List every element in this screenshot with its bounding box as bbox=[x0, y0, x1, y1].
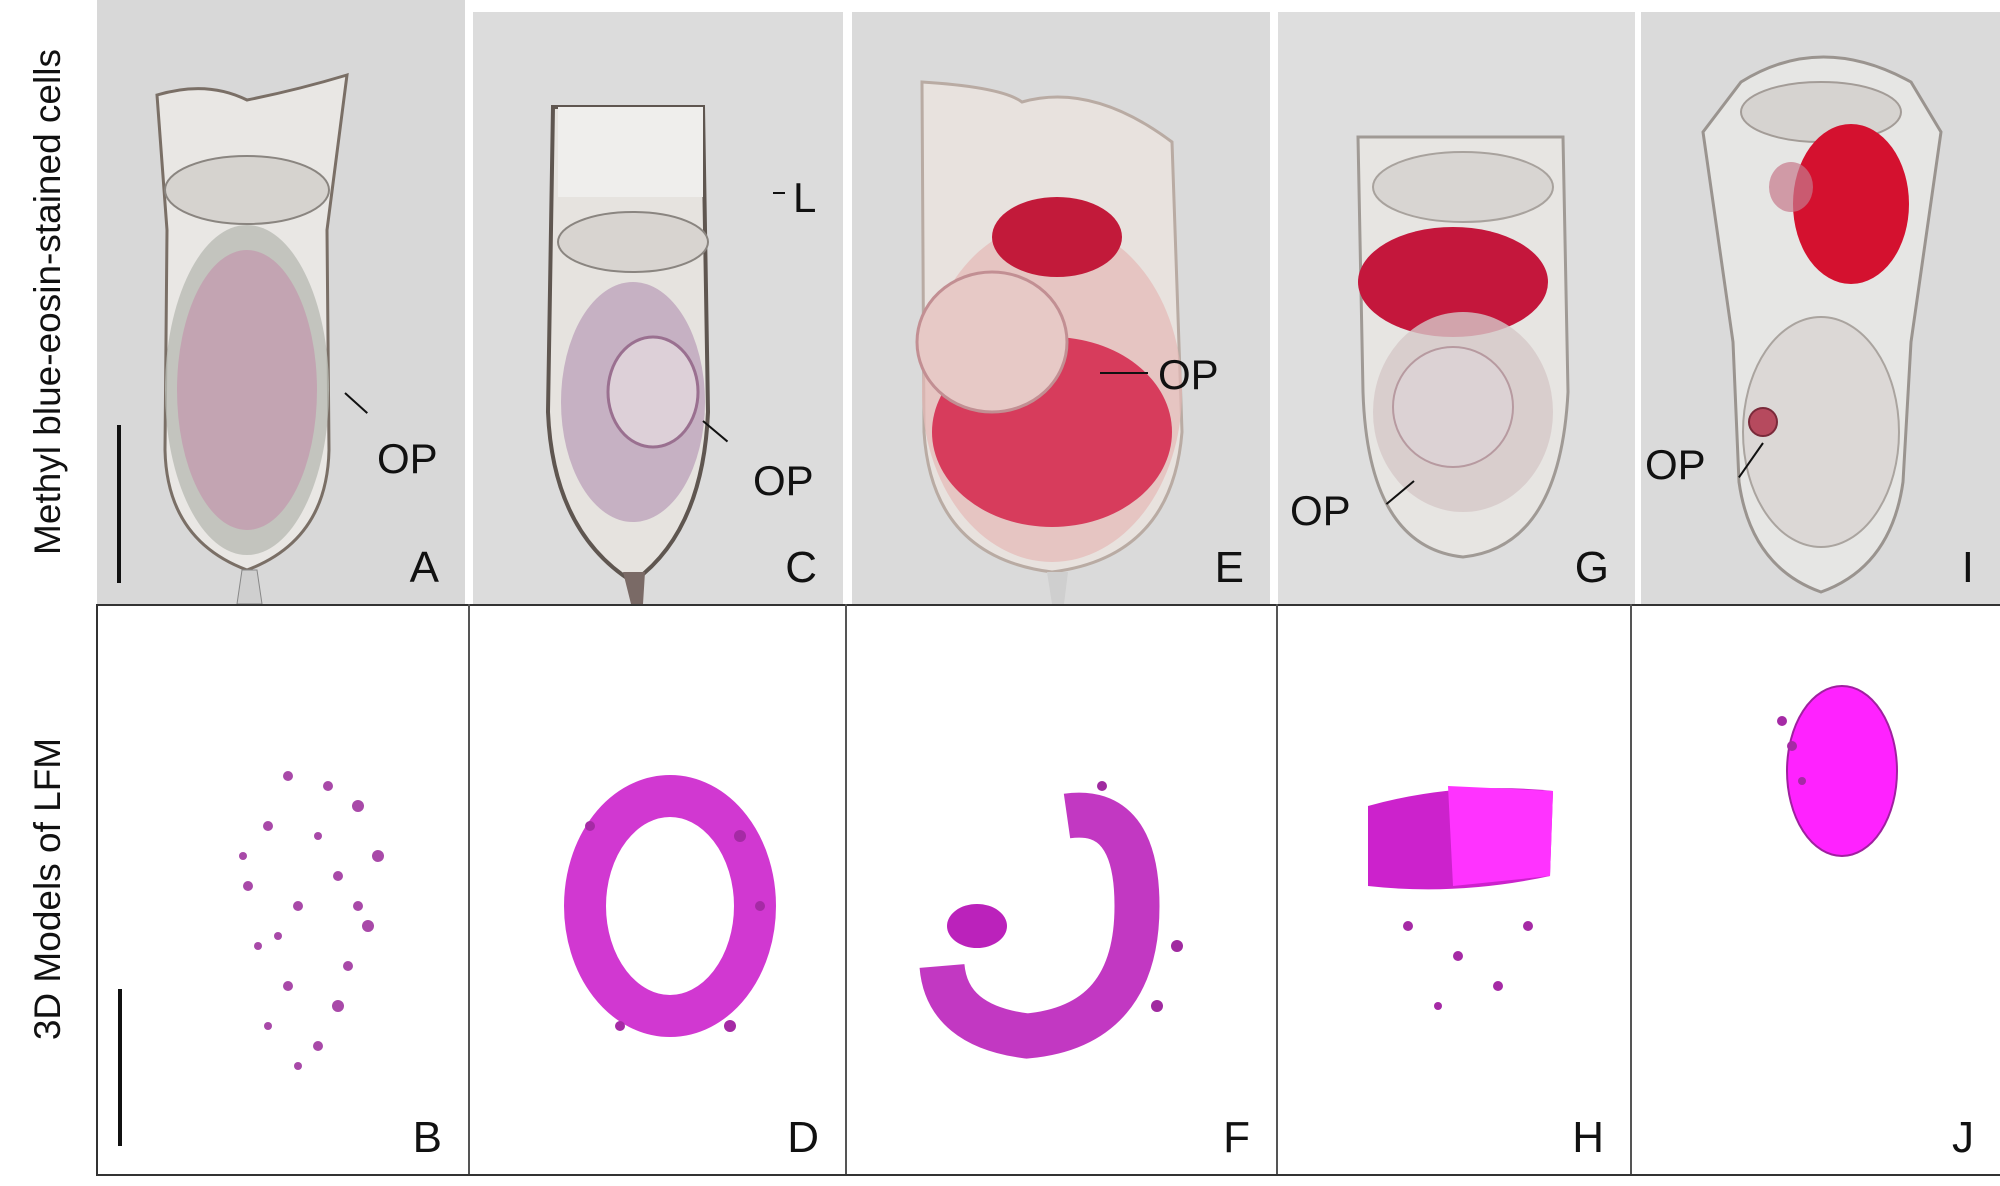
panel-g-photo: OP G bbox=[1278, 12, 1635, 604]
model-d-ring bbox=[564, 775, 776, 1037]
scale-bar-bottom bbox=[118, 989, 122, 1146]
panel-d-model: D bbox=[470, 606, 845, 1174]
model-b-dots bbox=[239, 771, 384, 1070]
panel-b-model: B bbox=[98, 606, 468, 1174]
cell-e-image bbox=[915, 80, 1184, 604]
op-label-g: OP bbox=[1290, 487, 1351, 534]
lorica-pointer bbox=[773, 192, 785, 194]
panel-letter-b: B bbox=[412, 1113, 442, 1162]
op-label-e: OP bbox=[1158, 351, 1219, 398]
panel-letter-d: D bbox=[787, 1113, 819, 1162]
divider-bd bbox=[468, 604, 470, 1174]
model-f-spiral bbox=[919, 781, 1183, 1059]
panel-a-photo: OP A bbox=[97, 0, 465, 604]
op-label-i: OP bbox=[1645, 441, 1706, 488]
panel-j-model: J bbox=[1632, 606, 2000, 1174]
lorica-label: L bbox=[793, 174, 817, 221]
op-label-a: OP bbox=[377, 435, 438, 482]
panel-letter-c: C bbox=[785, 543, 817, 592]
divider-left bbox=[96, 604, 98, 1174]
cell-i-image bbox=[1701, 55, 1943, 594]
panel-e-photo: OP E bbox=[852, 12, 1270, 604]
panel-letter-j: J bbox=[1952, 1113, 1974, 1162]
model-h-mass bbox=[1368, 786, 1553, 1010]
row-label-3d: 3D Models of LFM bbox=[0, 604, 96, 1174]
scale-bar-top bbox=[117, 425, 121, 583]
cell-a-image bbox=[155, 72, 349, 604]
panel-letter-i: I bbox=[1961, 543, 1974, 592]
divider-df bbox=[845, 604, 847, 1174]
cell-c-image bbox=[545, 105, 711, 604]
bottom-border bbox=[96, 1174, 2000, 1176]
op-pointer-e bbox=[1100, 372, 1148, 374]
row-label-3d-text: 3D Models of LFM bbox=[27, 737, 68, 1041]
model-j-mass bbox=[1777, 685, 1898, 857]
divider-hj bbox=[1630, 604, 1632, 1174]
panel-i-photo: OP I bbox=[1641, 12, 2000, 604]
cell-g-image bbox=[1356, 135, 1570, 559]
panel-h-model: H bbox=[1278, 606, 1630, 1174]
divider-fh bbox=[1276, 604, 1278, 1174]
panel-c-photo: L OP C bbox=[473, 12, 843, 604]
panel-letter-a: A bbox=[409, 543, 439, 592]
panel-letter-f: F bbox=[1223, 1113, 1250, 1162]
row-label-stained-text: Methyl blue-eosin-stained cells bbox=[27, 49, 69, 555]
op-label-c: OP bbox=[753, 457, 814, 504]
panel-letter-h: H bbox=[1572, 1113, 1604, 1162]
panel-letter-g: G bbox=[1574, 543, 1609, 592]
row-divider bbox=[96, 604, 2000, 606]
panel-letter-e: E bbox=[1214, 543, 1244, 592]
panel-f-model: F bbox=[847, 606, 1276, 1174]
row-label-stained: Methyl blue-eosin-stained cells bbox=[0, 0, 96, 604]
